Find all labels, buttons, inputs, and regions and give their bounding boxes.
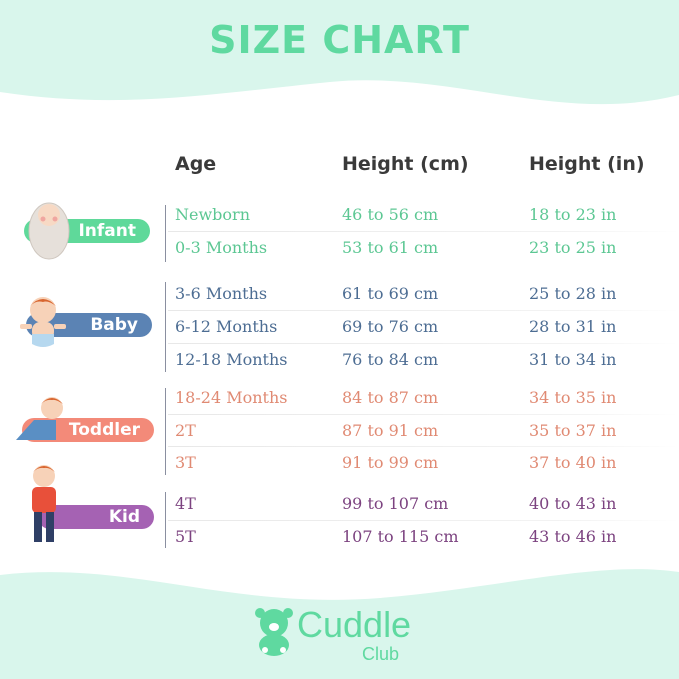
page-title: SIZE CHART	[209, 18, 470, 62]
group-divider-line	[165, 282, 166, 372]
baby-icon	[20, 297, 66, 347]
group-divider-line	[165, 492, 166, 548]
cell-age: 18-24 Months	[175, 388, 288, 407]
cell-cm: 46 to 56 cm	[342, 205, 439, 224]
row-divider	[168, 446, 679, 447]
row-divider	[168, 231, 679, 232]
cell-in: 18 to 23 in	[529, 205, 617, 224]
cell-in: 35 to 37 in	[529, 421, 617, 440]
logo-sub: Club	[362, 644, 400, 664]
header-height-cm: Height (cm)	[342, 153, 469, 175]
cell-age: 2T	[175, 421, 196, 440]
infant-swaddle-icon	[28, 202, 70, 260]
cell-in: 25 to 28 in	[529, 284, 617, 303]
cell-age: Newborn	[175, 205, 250, 224]
cell-in: 31 to 34 in	[529, 350, 617, 369]
cell-cm: 107 to 115 cm	[342, 527, 459, 546]
cell-age: 12-18 Months	[175, 350, 288, 369]
cell-cm: 87 to 91 cm	[342, 421, 439, 440]
group-divider-line	[165, 205, 166, 262]
header-height-in: Height (in)	[529, 153, 645, 175]
cell-in: 40 to 43 in	[529, 494, 617, 513]
cell-age: 4T	[175, 494, 196, 513]
cell-cm: 53 to 61 cm	[342, 238, 439, 257]
logo-name: Cuddle	[297, 604, 412, 645]
cell-in: 43 to 46 in	[529, 527, 617, 546]
cell-in: 28 to 31 in	[529, 317, 617, 336]
cell-cm: 76 to 84 cm	[342, 350, 439, 369]
cell-cm: 84 to 87 cm	[342, 388, 439, 407]
row-divider	[168, 343, 679, 344]
teddy-bear-icon	[255, 608, 293, 656]
cell-cm: 61 to 69 cm	[342, 284, 439, 303]
row-divider	[168, 520, 679, 521]
cell-in: 37 to 40 in	[529, 453, 617, 472]
group-badge-kid: Kid	[38, 505, 154, 529]
group-divider-line	[165, 388, 166, 475]
cell-cm: 91 to 99 cm	[342, 453, 439, 472]
cell-in: 23 to 25 in	[529, 238, 617, 257]
cell-age: 3-6 Months	[175, 284, 268, 303]
cell-age: 3T	[175, 453, 196, 472]
header-age: Age	[175, 153, 217, 175]
toddler-crawling-icon	[16, 397, 63, 440]
row-divider	[168, 414, 679, 415]
cell-cm: 69 to 76 cm	[342, 317, 439, 336]
kid-standing-icon	[32, 465, 56, 542]
cell-age: 0-3 Months	[175, 238, 268, 257]
cell-in: 34 to 35 in	[529, 388, 617, 407]
cell-age: 5T	[175, 527, 196, 546]
row-divider	[168, 310, 679, 311]
cell-cm: 99 to 107 cm	[342, 494, 449, 513]
cell-age: 6-12 Months	[175, 317, 278, 336]
